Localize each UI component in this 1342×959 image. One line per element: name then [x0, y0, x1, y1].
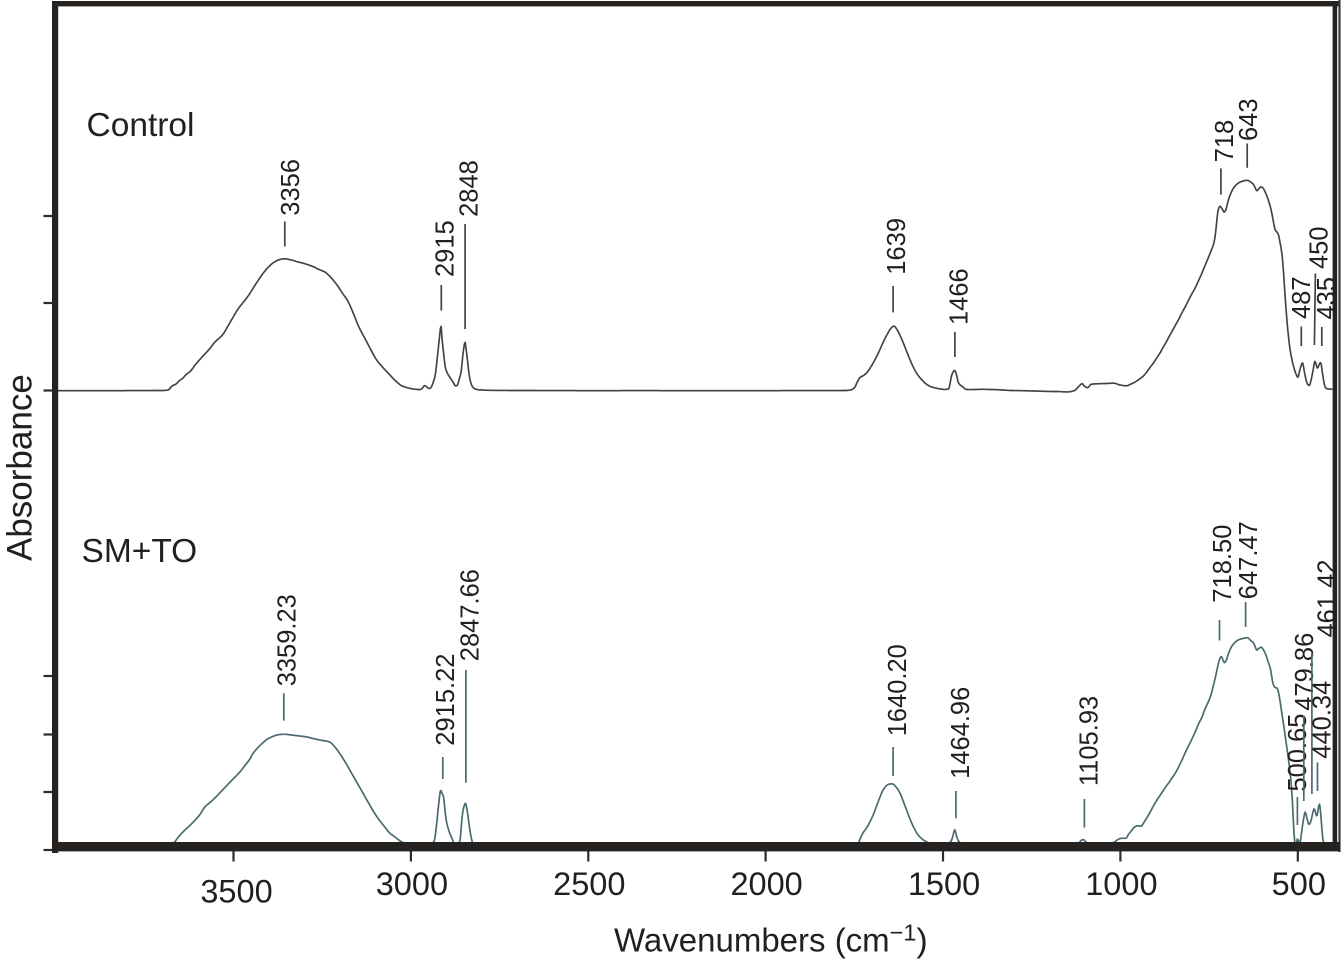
svg-text:435: 435	[1313, 277, 1341, 320]
svg-text:1105.93: 1105.93	[1076, 696, 1104, 786]
svg-text:2847.66: 2847.66	[456, 569, 484, 661]
svg-text:SM+TO: SM+TO	[82, 533, 198, 570]
svg-text:718.50: 718.50	[1209, 525, 1237, 603]
svg-text:3000: 3000	[376, 866, 448, 902]
svg-text:3359.23: 3359.23	[273, 594, 301, 686]
svg-text:1640.20: 1640.20	[884, 644, 912, 736]
svg-text:3356: 3356	[277, 159, 305, 216]
svg-text:1500: 1500	[908, 866, 980, 902]
svg-text:643: 643	[1235, 98, 1263, 141]
svg-text:500: 500	[1272, 866, 1326, 902]
svg-text:718: 718	[1211, 120, 1239, 163]
svg-text:2000: 2000	[730, 866, 802, 902]
svg-text:Absorbance: Absorbance	[1, 374, 40, 561]
svg-text:440.34: 440.34	[1308, 681, 1336, 759]
svg-text:Control: Control	[87, 107, 195, 144]
svg-text:1466: 1466	[946, 268, 974, 325]
svg-text:2848: 2848	[456, 160, 484, 217]
svg-text:2915: 2915	[432, 220, 460, 277]
svg-text:647.47: 647.47	[1235, 521, 1263, 599]
svg-text:Wavenumbers (cm−1): Wavenumbers (cm−1)	[614, 920, 928, 959]
svg-text:479.86: 479.86	[1291, 633, 1319, 711]
svg-text:2500: 2500	[553, 866, 625, 902]
svg-text:1464.96: 1464.96	[947, 687, 975, 779]
svg-text:3500: 3500	[200, 874, 272, 910]
svg-text:1639: 1639	[883, 218, 911, 275]
svg-text:1000: 1000	[1085, 866, 1157, 902]
svg-text:461.42: 461.42	[1313, 560, 1341, 638]
svg-text:2915.22: 2915.22	[432, 654, 460, 746]
svg-text:487: 487	[1288, 276, 1316, 319]
svg-text:450: 450	[1305, 226, 1333, 269]
svg-text:500.65: 500.65	[1284, 714, 1312, 792]
